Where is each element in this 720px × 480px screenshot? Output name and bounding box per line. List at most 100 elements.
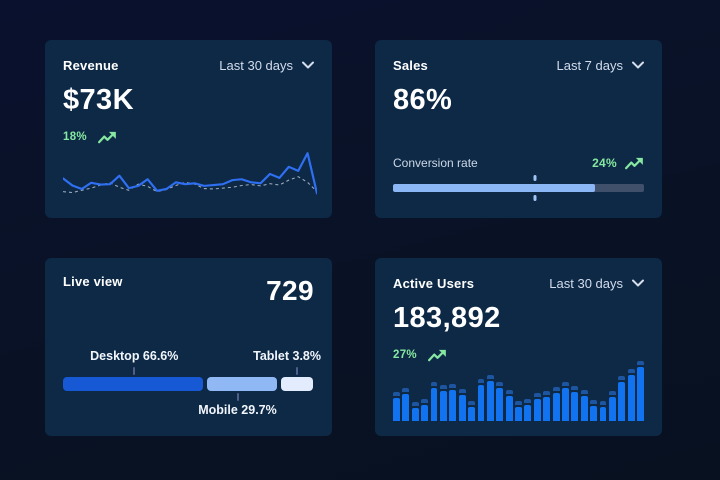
bar-cap xyxy=(439,385,447,389)
tablet-tick xyxy=(295,367,298,375)
user-bar xyxy=(430,382,438,421)
bar-cap xyxy=(468,401,476,405)
bar-cap xyxy=(552,387,560,391)
bar-cap xyxy=(618,376,626,380)
bar-cap xyxy=(486,375,494,379)
bar-body xyxy=(411,408,419,421)
user-bar xyxy=(402,388,410,421)
user-bar xyxy=(627,369,635,421)
revenue-delta: 18% xyxy=(63,130,314,144)
bar-body xyxy=(449,390,457,421)
bar-body xyxy=(430,388,438,421)
sales-period-selector[interactable]: Last 7 days xyxy=(557,58,644,73)
bar-body xyxy=(477,385,485,421)
user-bar xyxy=(411,402,419,421)
bar-cap xyxy=(590,400,598,404)
user-bar xyxy=(421,399,429,421)
sales-conversion-block: Conversion rate 24% xyxy=(393,156,644,201)
conversion-rate-label: Conversion rate xyxy=(393,156,478,170)
user-bar xyxy=(496,382,504,421)
revenue-period-label: Last 30 days xyxy=(219,57,293,73)
bar-cap xyxy=(515,401,522,405)
trending-up-icon xyxy=(427,349,447,362)
bar-cap xyxy=(599,401,607,405)
user-bar xyxy=(599,401,607,421)
user-bar xyxy=(552,387,560,421)
user-bar xyxy=(486,375,494,421)
desktop-segment xyxy=(63,377,203,391)
bar-cap xyxy=(421,399,429,403)
mobile-segment xyxy=(207,377,277,391)
active-users-delta-value: 27% xyxy=(393,349,417,361)
revenue-line-chart-svg xyxy=(63,152,317,195)
active-users-period-label: Last 30 days xyxy=(549,275,623,291)
bar-body xyxy=(543,397,551,421)
device-segmented-bar xyxy=(63,377,313,391)
active-users-value: 183,892 xyxy=(393,302,501,334)
progress-fill xyxy=(393,184,596,192)
bar-cap xyxy=(411,402,419,406)
sales-delta: 24% xyxy=(592,156,644,170)
user-bar xyxy=(637,361,645,421)
bar-body xyxy=(627,375,635,421)
active-users-card: Active Users Last 30 days 183,892 27% xyxy=(375,258,662,436)
bar-cap xyxy=(543,391,551,395)
revenue-line-chart xyxy=(63,148,317,198)
user-bar xyxy=(590,400,598,421)
revenue-period-selector[interactable]: Last 30 days xyxy=(219,58,314,73)
chevron-down-icon xyxy=(302,61,314,69)
sales-title: Sales xyxy=(393,57,428,73)
active-users-bar-chart xyxy=(393,355,645,421)
active-users-period-selector[interactable]: Last 30 days xyxy=(549,276,644,291)
bar-cap xyxy=(458,389,466,393)
user-bar xyxy=(524,399,532,421)
bar-body xyxy=(468,407,476,421)
progress-marker-bottom xyxy=(533,195,537,201)
bar-cap xyxy=(571,386,579,390)
bar-cap xyxy=(505,390,513,394)
bar-cap xyxy=(562,382,569,386)
user-bar xyxy=(562,382,569,421)
bar-body xyxy=(439,391,447,421)
bar-body xyxy=(524,405,532,421)
sales-card: Sales Last 7 days 86% Conversion rate 24… xyxy=(375,40,662,218)
sales-delta-value: 24% xyxy=(592,156,617,170)
bar-body xyxy=(393,398,400,421)
bar-cap xyxy=(533,393,541,397)
bar-body xyxy=(608,397,616,421)
bar-cap xyxy=(402,388,410,392)
chevron-down-icon xyxy=(632,61,644,69)
user-bar xyxy=(393,392,400,421)
bar-body xyxy=(496,388,504,421)
device-breakdown-chart: Desktop 66.6% Tablet 3.8% Mobile 29.7% xyxy=(63,349,321,419)
trending-up-icon xyxy=(97,131,117,144)
bar-cap xyxy=(637,361,645,365)
live-view-card: Live view 729 Desktop 66.6% Tablet 3.8% … xyxy=(45,258,332,436)
sales-value: 86% xyxy=(393,84,453,116)
bar-cap xyxy=(477,379,485,383)
bar-cap xyxy=(524,399,532,403)
user-bar xyxy=(458,389,466,421)
mobile-segment-label: Mobile 29.7% xyxy=(198,403,277,417)
bar-body xyxy=(580,396,588,421)
bar-body xyxy=(402,394,410,421)
bar-cap xyxy=(580,390,588,394)
bar-body xyxy=(421,405,429,421)
revenue-card: Revenue Last 30 days $73K 18% xyxy=(45,40,332,218)
active-users-title: Active Users xyxy=(393,275,475,291)
user-bar xyxy=(477,379,485,421)
user-bar xyxy=(618,376,626,421)
progress-track xyxy=(393,184,644,192)
revenue-value: $73K xyxy=(63,84,134,116)
live-view-header: Live view 729 xyxy=(63,274,314,306)
user-bar xyxy=(449,384,457,421)
bar-cap xyxy=(430,382,438,386)
bar-body xyxy=(599,407,607,421)
tablet-segment-label: Tablet 3.8% xyxy=(253,349,321,363)
bar-cap xyxy=(627,369,635,373)
desktop-tick xyxy=(133,367,136,375)
bar-body xyxy=(533,399,541,421)
bar-body xyxy=(458,395,466,421)
user-bar xyxy=(515,401,522,421)
